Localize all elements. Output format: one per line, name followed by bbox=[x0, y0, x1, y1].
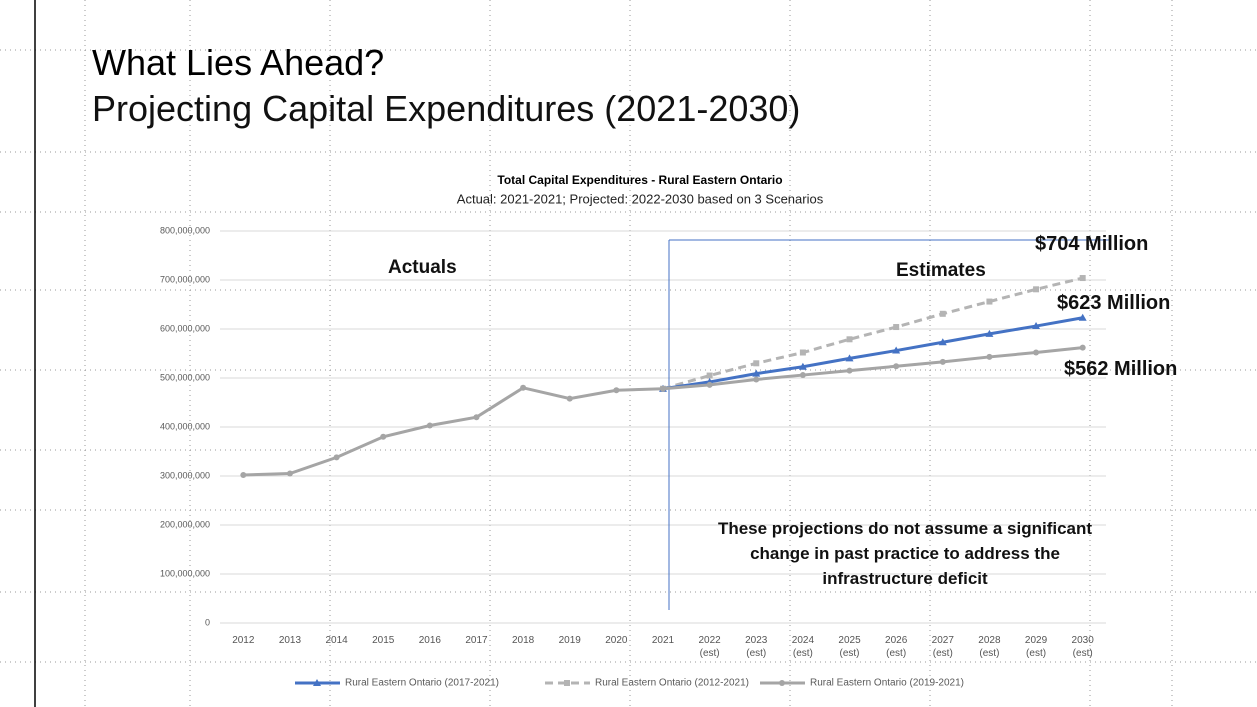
marker bbox=[1033, 349, 1040, 356]
line bbox=[662, 316, 1083, 391]
marker bbox=[986, 353, 993, 360]
chart-subtitle: Actual: 2021-2021; Projected: 2022-2030 … bbox=[457, 191, 824, 206]
marker bbox=[1079, 275, 1086, 282]
marker bbox=[939, 358, 946, 365]
marker bbox=[938, 338, 947, 346]
annotation: Actuals bbox=[388, 257, 457, 278]
marker bbox=[798, 362, 807, 370]
x-tick-label: 2018 bbox=[511, 635, 535, 646]
y-tick-label: 400,000,000 bbox=[160, 421, 210, 431]
annotation: $704 Million bbox=[1035, 233, 1149, 255]
legend-label: Rural Eastern Ontario (2019-2021) bbox=[810, 678, 964, 689]
legend-label: Rural Eastern Ontario (2012-2021) bbox=[595, 678, 749, 689]
marker bbox=[1033, 286, 1040, 293]
y-tick-label: 0 bbox=[205, 617, 210, 627]
x-tick-label: 2026 (est) bbox=[885, 635, 908, 659]
marker bbox=[753, 360, 760, 367]
series bbox=[240, 344, 1086, 479]
marker bbox=[892, 346, 901, 354]
chart-title: Total Capital Expenditures - Rural Easte… bbox=[497, 173, 782, 187]
x-tick-label: 2024 (est) bbox=[791, 635, 815, 659]
marker bbox=[1079, 344, 1086, 351]
annotation: $623 Million bbox=[1057, 292, 1171, 314]
legend-label: Rural Eastern Ontario (2017-2021) bbox=[345, 678, 499, 689]
annotation: Estimates bbox=[896, 260, 986, 281]
marker bbox=[939, 310, 946, 317]
marker bbox=[564, 680, 570, 686]
marker bbox=[566, 395, 573, 402]
marker bbox=[333, 454, 340, 461]
marker bbox=[846, 336, 853, 343]
x-tick-label: 2025 (est) bbox=[838, 635, 861, 659]
marker bbox=[985, 329, 994, 337]
line bbox=[243, 346, 1083, 477]
marker bbox=[286, 470, 293, 477]
slide-title: What Lies Ahead? bbox=[92, 42, 385, 83]
marker bbox=[706, 372, 713, 379]
y-tick-label: 200,000,000 bbox=[160, 519, 210, 529]
x-tick-label: 2021 bbox=[651, 635, 675, 646]
marker bbox=[613, 387, 620, 394]
x-tick-label: 2015 bbox=[372, 635, 395, 646]
marker bbox=[799, 349, 806, 356]
series bbox=[660, 275, 1086, 392]
marker bbox=[240, 472, 247, 479]
x-tick-label: 2016 bbox=[418, 635, 441, 646]
marker bbox=[893, 363, 900, 370]
marker bbox=[779, 680, 785, 686]
x-tick-label: 2022 (est) bbox=[698, 635, 721, 659]
x-tick-label: 2023 (est) bbox=[745, 635, 768, 659]
marker bbox=[520, 384, 527, 391]
x-tick-label: 2012 bbox=[232, 635, 255, 646]
annotation: $562 Million bbox=[1064, 358, 1178, 380]
x-tick-label: 2014 bbox=[325, 635, 348, 646]
y-tick-label: 800,000,000 bbox=[160, 225, 210, 235]
y-tick-label: 600,000,000 bbox=[160, 323, 210, 333]
line bbox=[662, 276, 1084, 391]
x-tick-label: 2020 bbox=[605, 635, 628, 646]
x-tick-label: 2013 bbox=[278, 635, 302, 646]
marker bbox=[473, 414, 480, 421]
marker bbox=[1032, 322, 1041, 330]
x-tick-label: 2027 (est) bbox=[931, 635, 954, 659]
marker bbox=[986, 298, 993, 305]
y-tick-label: 100,000,000 bbox=[160, 568, 210, 578]
marker bbox=[893, 324, 900, 331]
marker bbox=[753, 376, 760, 383]
marker bbox=[845, 354, 854, 362]
x-tick-label: 2028 (est) bbox=[978, 635, 1001, 659]
annotation-note: These projections do not assume a signif… bbox=[717, 519, 1093, 588]
marker bbox=[752, 369, 761, 377]
marker bbox=[313, 679, 321, 686]
marker bbox=[1078, 313, 1087, 321]
marker bbox=[380, 433, 387, 440]
marker bbox=[660, 385, 666, 392]
x-tick-label: 2019 bbox=[558, 635, 581, 646]
marker bbox=[706, 381, 713, 388]
x-tick-label: 2017 bbox=[465, 635, 488, 646]
y-tick-label: 700,000,000 bbox=[160, 274, 210, 284]
x-tick-label: 2029 (est) bbox=[1024, 635, 1048, 659]
y-tick-label: 300,000,000 bbox=[160, 470, 210, 480]
marker bbox=[426, 422, 433, 429]
x-tick-label: 2030 (est) bbox=[1071, 635, 1094, 659]
marker bbox=[799, 372, 806, 379]
y-tick-label: 500,000,000 bbox=[160, 372, 210, 382]
marker bbox=[846, 367, 853, 374]
slide-subtitle: Projecting Capital Expenditures (2021-20… bbox=[92, 88, 801, 129]
